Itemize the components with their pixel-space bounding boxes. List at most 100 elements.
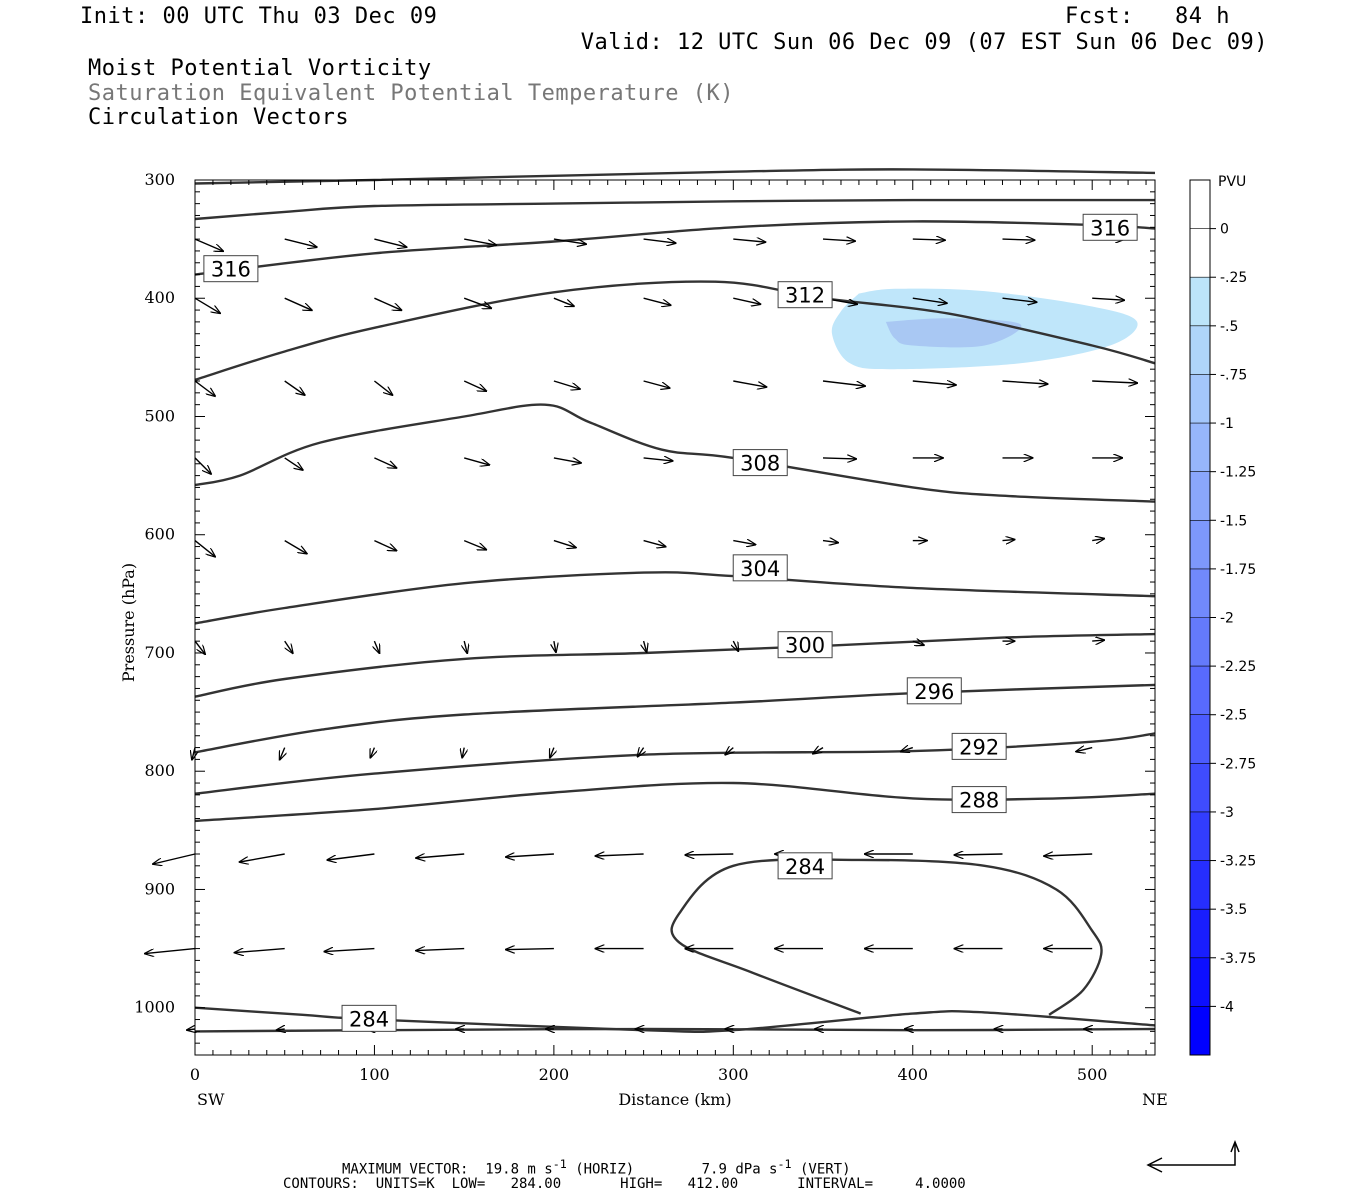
- circulation-vector: [506, 949, 554, 950]
- colorbar-swatch: [1190, 666, 1210, 716]
- field-label-mpv: Moist Potential Vorticity: [88, 56, 432, 81]
- x-tick-label: 300: [718, 1065, 749, 1084]
- circulation-vector: [506, 854, 554, 857]
- circulation-vector: [374, 539, 396, 551]
- y-tick-label: 800: [144, 761, 175, 780]
- pv-region: [885, 318, 1022, 348]
- theta-contour: [194, 198, 1156, 221]
- theta-contour: [194, 403, 1156, 503]
- colorbar-label: -1.75: [1220, 562, 1256, 578]
- valid-time: Valid: 12 UTC Sun 06 Dec 09 (07 EST Sun …: [580, 30, 1268, 55]
- circulation-vector: [463, 539, 486, 550]
- circulation-vector: [733, 297, 760, 304]
- circulation-vector: [733, 640, 738, 651]
- contour-label: 296: [914, 680, 954, 704]
- y-tick-label: 1000: [134, 998, 175, 1017]
- circulation-vector: [901, 748, 914, 752]
- theta-contour: [194, 571, 1156, 625]
- forecast-hour: Fcst: 84 h: [1065, 4, 1230, 29]
- circulation-vector: [912, 641, 924, 645]
- circulation-vector: [643, 458, 673, 461]
- theta-contour: [194, 683, 1156, 754]
- contour-label: 316: [1090, 216, 1130, 240]
- circulation-vector: [284, 380, 305, 395]
- circulation-vector: [1002, 298, 1037, 302]
- circulation-vector: [643, 539, 666, 547]
- contour-label: 300: [785, 634, 825, 658]
- circulation-vector: [194, 380, 215, 396]
- circulation-vector: [463, 297, 491, 308]
- circulation-vector: [194, 457, 211, 474]
- theta-es-contours: [194, 168, 1156, 1034]
- reference-vector: [1146, 1139, 1240, 1173]
- colorbar-swatch: [1190, 860, 1210, 910]
- pv-colorbar: PVU 0 -.25 -.5 -.75 -1 -1.25 -1.5 -1.75 -2 -2.25 -2…: [1189, 174, 1256, 1056]
- colorbar-label: -1: [1220, 416, 1234, 432]
- colorbar-label: -.5: [1220, 319, 1238, 335]
- circulation-vector: [145, 947, 196, 954]
- circulation-vector: [733, 239, 765, 242]
- colorbar-swatch: [1190, 1006, 1210, 1056]
- init-time: Init: 00 UTC Thu 03 Dec 09: [80, 4, 438, 29]
- field-label-vectors: Circulation Vectors: [88, 105, 350, 130]
- circulation-vector: [284, 640, 293, 653]
- colorbar-title: PVU: [1218, 174, 1246, 190]
- circulation-vector: [1092, 381, 1137, 383]
- circulation-vector: [553, 297, 574, 306]
- x-tick-label: 0: [190, 1065, 200, 1084]
- circulation-vector: [955, 854, 1003, 855]
- circulation-vector: [194, 640, 205, 654]
- contour-label: 316: [211, 258, 251, 282]
- circulation-vector: [235, 949, 285, 953]
- contour-label-box: [777, 281, 833, 309]
- circulation-vector: [1092, 539, 1104, 541]
- circulation-vector: [194, 540, 215, 557]
- y-tick-label: 700: [144, 643, 175, 662]
- colorbar-swatch: [1190, 374, 1210, 424]
- circulation-vector: [194, 238, 223, 251]
- contour-label: 288: [959, 789, 999, 813]
- plot-axes: 0 100 200 300 400 500 300 400 500 600 700 800 900 100…: [119, 170, 1168, 1109]
- circulation-vector: [822, 239, 855, 241]
- theta-contour: [194, 781, 1156, 823]
- circulation-vector: [643, 239, 676, 243]
- circulation-vectors: [145, 239, 1137, 1030]
- y-tick-label: 400: [144, 288, 175, 307]
- x-tick-label: 200: [539, 1065, 570, 1084]
- circulation-vector: [733, 380, 766, 387]
- circulation-vector: [324, 949, 375, 952]
- y-tick-label: 900: [144, 879, 175, 898]
- circulation-vector: [685, 854, 734, 855]
- circulation-vector: [153, 853, 196, 864]
- colorbar-label: -3.5: [1220, 902, 1247, 918]
- colorbar-label: -.75: [1220, 367, 1247, 383]
- circulation-vector: [644, 640, 647, 652]
- x-tick-label: 100: [359, 1065, 390, 1084]
- contour-label: 284: [349, 1007, 389, 1031]
- contour-label: 312: [785, 284, 825, 308]
- contour-label-box: [777, 852, 833, 880]
- colorbar-label: -3.25: [1220, 854, 1256, 870]
- circulation-vector: [194, 297, 220, 313]
- circulation-vector: [553, 380, 580, 389]
- circulation-vector: [464, 238, 496, 245]
- colorbar-swatch: [1190, 811, 1210, 862]
- field-label-theta-es: Saturation Equivalent Potential Temperat…: [88, 81, 735, 106]
- colorbar-swatch: [1190, 957, 1210, 1007]
- theta-contour: [194, 168, 1156, 185]
- contour-label-box: [341, 1004, 397, 1032]
- circulation-vector: [374, 457, 396, 468]
- contour-label-box: [906, 677, 962, 705]
- colorbar-label: -2.25: [1220, 659, 1256, 675]
- circulation-vector: [725, 748, 733, 755]
- circulation-vector: [327, 853, 375, 860]
- colorbar-swatch: [1190, 277, 1210, 327]
- colorbar-label: -3.75: [1220, 951, 1256, 967]
- circulation-vector: [284, 539, 307, 554]
- colorbar-label: -2.5: [1220, 708, 1247, 724]
- circulation-vector: [822, 380, 865, 386]
- colorbar-swatch: [1190, 423, 1210, 473]
- circulation-vector: [374, 297, 401, 310]
- x-tick-label: 400: [897, 1065, 928, 1084]
